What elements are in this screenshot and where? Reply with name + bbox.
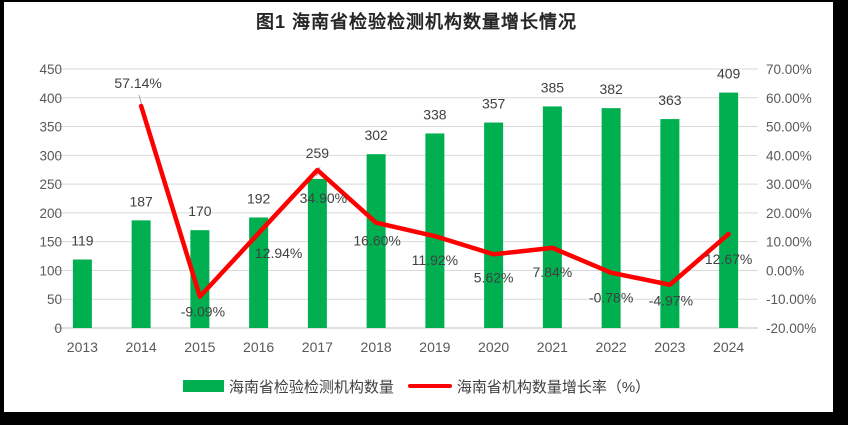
bar-value-label: 338: [423, 106, 447, 122]
line-series-swatch-icon: [407, 384, 452, 388]
bar: [366, 154, 386, 328]
left-axis-tick: 0: [54, 321, 62, 336]
x-axis-label: 2016: [243, 339, 274, 355]
left-axis-tick: 450: [39, 62, 62, 77]
gridlines: [53, 68, 758, 329]
bar: [249, 217, 269, 328]
legend-item-bar-series: 海南省检验检测机构数量: [182, 376, 394, 397]
x-axis-label: 2015: [184, 339, 215, 355]
left-axis-tick: 200: [39, 206, 62, 221]
line-value-label: 34.90%: [300, 190, 347, 206]
x-axis-label: 2018: [361, 339, 392, 355]
chart-canvas: [4, 2, 833, 412]
x-axis-label: 2023: [654, 339, 685, 355]
line-value-label: -4.97%: [649, 293, 693, 309]
left-axis-tick: 300: [39, 148, 62, 163]
bar-value-label: 119: [71, 233, 94, 249]
x-axis-label: 2020: [478, 339, 509, 355]
line-value-label: 7.84%: [533, 264, 573, 280]
bar: [307, 178, 327, 328]
left-axis-tick-labels: 450 400 350 300 250 200 150 100 50 0: [39, 62, 62, 336]
bar: [660, 119, 680, 328]
x-axis-label: 2013: [67, 339, 98, 355]
bar: [72, 259, 92, 328]
legend-bar-label: 海南省检验检测机构数量: [228, 378, 394, 396]
line-value-label: 57.14%: [114, 75, 161, 91]
x-axis-label: 2024: [713, 339, 744, 355]
line-value-labels: 57.14% -9.09% 12.94% 34.90% 16.60% 11.92% 5.62…: [114, 75, 752, 320]
right-axis-tick: -10.00%: [766, 292, 816, 307]
right-axis-tick-labels: 70.00% 60.00% 50.00% 40.00% 30.00% 20.00% 10.0…: [766, 62, 816, 336]
bar: [131, 220, 151, 328]
bar-value-label: 357: [482, 96, 506, 112]
x-axis-label: 2017: [302, 339, 333, 355]
bar-value-label: 302: [364, 127, 388, 143]
bar-value-label: 187: [129, 193, 153, 209]
bar-value-label: 385: [541, 79, 565, 95]
bar-value-label: 409: [717, 66, 741, 82]
leader-line: [138, 94, 142, 105]
growth-rate-line: [138, 103, 731, 299]
legend-line-label: 海南省机构数量增长率（%）: [456, 378, 651, 396]
chart-legend: 海南省检验检测机构数量 海南省机构数量增长率（%）: [0, 373, 833, 399]
bar: [190, 230, 210, 328]
x-axis-label: 2019: [419, 339, 450, 355]
bar: [719, 92, 739, 328]
left-axis-tick: 350: [39, 120, 62, 135]
left-axis-tick: 150: [39, 235, 62, 250]
bar-series: [72, 92, 739, 329]
bar-value-label: 192: [247, 190, 271, 206]
right-axis-tick: 60.00%: [766, 91, 812, 106]
line-value-label: 11.92%: [412, 252, 458, 268]
bar-series-swatch-icon: [182, 380, 224, 392]
right-axis-tick: 10.00%: [766, 235, 812, 250]
line-value-label: 12.67%: [705, 251, 752, 267]
label-leader-lines: [138, 94, 321, 177]
bar: [542, 106, 562, 329]
right-axis-tick: -20.00%: [766, 321, 816, 336]
bar-value-label: 259: [306, 145, 330, 161]
line-series: [138, 103, 731, 299]
bar-value-labels: 119 187 170 192 259 302 338 357 385 382 363 409: [71, 66, 740, 249]
right-axis-tick: 40.00%: [766, 148, 812, 163]
left-axis-tick: 50: [47, 292, 62, 307]
x-axis-category-labels: 2013 2014 2015 2016 2017 2018 2019 2020 2021 2022…: [67, 339, 745, 355]
bar: [425, 133, 445, 328]
line-value-label: -0.78%: [589, 290, 633, 306]
x-axis-label: 2014: [126, 339, 157, 355]
line-value-label: 12.94%: [255, 245, 302, 261]
x-axis-label: 2021: [537, 339, 568, 355]
line-value-label: 16.60%: [353, 233, 400, 249]
left-axis-tick: 100: [39, 263, 62, 278]
right-axis-tick: 30.00%: [766, 177, 812, 192]
bar-value-label: 382: [599, 81, 623, 97]
legend-item-line-series: 海南省机构数量增长率（%）: [407, 376, 651, 397]
bar-value-label: 170: [188, 203, 212, 219]
chart-title: 图1 海南省检验检测机构数量增长情况: [255, 12, 577, 32]
line-value-label: -9.09%: [181, 304, 225, 320]
line-value-label: 5.62%: [474, 269, 514, 285]
right-axis-tick: 0.00%: [766, 263, 804, 278]
bar: [484, 122, 504, 328]
right-axis-tick: 50.00%: [766, 120, 812, 135]
right-axis-tick: 70.00%: [766, 62, 812, 77]
right-axis-tick: 20.00%: [766, 206, 812, 221]
bar-value-label: 363: [658, 92, 682, 108]
left-axis-tick: 400: [39, 91, 62, 106]
left-axis-tick: 250: [39, 177, 62, 192]
x-axis-label: 2022: [596, 339, 627, 355]
